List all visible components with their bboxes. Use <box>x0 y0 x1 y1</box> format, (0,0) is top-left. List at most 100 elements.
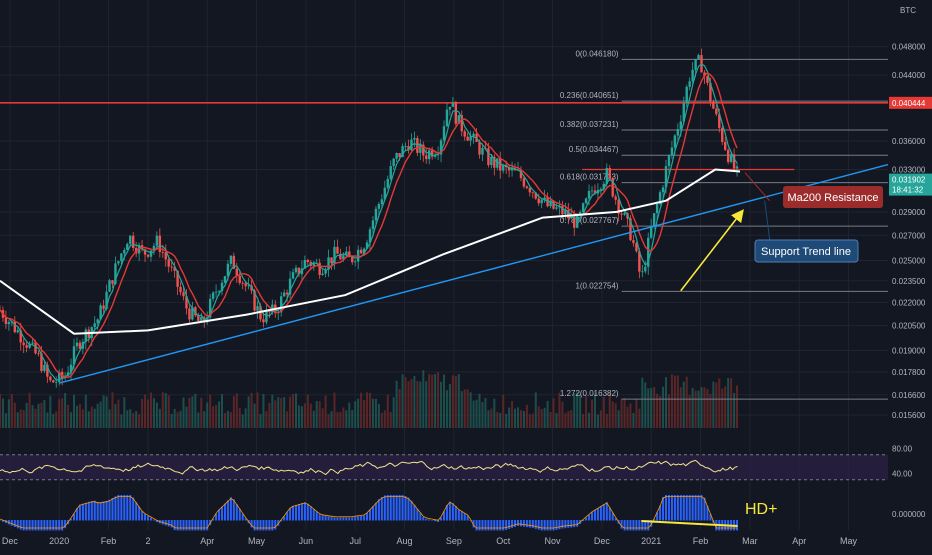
rsi-band <box>0 454 888 480</box>
macd-bar <box>635 520 638 531</box>
candle-body <box>552 200 555 209</box>
volume-bar <box>440 381 443 428</box>
volume-bar <box>549 411 552 428</box>
time-tick-label: 2020 <box>49 536 69 546</box>
macd-bar <box>84 502 87 521</box>
candle-body <box>351 257 354 263</box>
macd-bar <box>312 508 315 521</box>
macd-bar <box>528 520 531 528</box>
volume-bar <box>398 389 401 428</box>
volume-bar <box>226 411 229 428</box>
horizontal-levels[interactable] <box>0 102 888 171</box>
candle-body <box>244 283 247 287</box>
macd-bar <box>472 520 475 528</box>
candle-body <box>679 121 682 130</box>
current-price-tag[interactable] <box>889 173 932 196</box>
candle-body <box>105 291 108 309</box>
candle-body <box>419 144 422 153</box>
candle-body <box>534 192 537 199</box>
volume-bar <box>561 401 564 428</box>
volume-bar <box>339 411 342 428</box>
macd-bar <box>369 509 371 521</box>
macd-bar <box>428 519 431 521</box>
volume-bar <box>19 409 22 428</box>
macd-bar <box>292 505 295 521</box>
volume-bar <box>96 403 99 428</box>
volume-bar <box>454 375 457 428</box>
volume-bar <box>114 404 117 428</box>
volume-bar <box>665 377 667 428</box>
divergence-label: HD+ <box>745 501 777 518</box>
volume-bar <box>247 396 250 428</box>
volume-bar <box>620 398 623 428</box>
candle-body <box>688 81 691 87</box>
macd-bar <box>348 517 351 521</box>
macd-bar <box>484 520 487 531</box>
macd-bar <box>475 520 478 531</box>
time-axis[interactable]: Dec 2020 Feb 2 Apr May Jun Jul Aug Sep Oct Nov Dec 20… <box>2 536 858 546</box>
macd-bar <box>342 517 345 521</box>
macd-bar <box>324 515 327 521</box>
volume-bar <box>34 408 37 428</box>
candle-body <box>555 207 558 209</box>
candle-body <box>652 213 656 227</box>
candle-body <box>655 204 659 214</box>
volume-bar <box>158 408 161 428</box>
volume-bar <box>87 411 90 428</box>
candle-body <box>650 226 653 238</box>
volume-bar <box>46 412 49 428</box>
macd-bar <box>93 500 96 521</box>
resistance-price-tag[interactable] <box>889 96 932 109</box>
volume-bar <box>268 402 271 428</box>
volume-bar <box>84 394 87 428</box>
macd-bar <box>647 520 650 531</box>
volume-bar <box>546 400 549 428</box>
ma200-label-box[interactable] <box>783 186 883 208</box>
volume-bar <box>152 398 155 428</box>
macd-bar <box>152 519 155 521</box>
macd-bar <box>286 512 289 521</box>
volume-bar <box>129 409 132 428</box>
time-tick-label: Apr <box>792 536 806 546</box>
price-tick-label: 0.044000 <box>892 71 926 80</box>
candle-body <box>638 251 641 272</box>
annotations[interactable]: Ma200 Resistance Support Trend line <box>680 172 883 292</box>
candle-body <box>726 149 730 163</box>
resistance-price-text: 0.040444 <box>892 99 926 108</box>
volume-bar <box>635 398 638 428</box>
macd-bar <box>265 520 268 531</box>
price-tick-label: 0.022000 <box>892 298 926 307</box>
trendline[interactable] <box>59 163 889 384</box>
volume-bar <box>1 398 4 428</box>
candle-body <box>667 155 671 167</box>
volume-bar <box>736 385 739 428</box>
time-tick-label: May <box>840 536 858 546</box>
volume-bar <box>108 409 111 428</box>
volume-bar <box>522 411 525 428</box>
volume-bar <box>111 392 114 428</box>
macd-bar <box>567 520 570 528</box>
macd-bar <box>96 502 99 521</box>
support-label-box[interactable] <box>754 239 859 263</box>
support-trendline[interactable] <box>59 163 889 384</box>
price-axis[interactable]: 0.048000 0.044000 0.036000 0.033000 0.029000… <box>889 43 932 519</box>
candle-body <box>439 140 443 155</box>
macd-bar <box>250 520 253 528</box>
volume-bar <box>386 394 389 428</box>
ma200-label-text: Ma200 Resistance <box>787 192 878 204</box>
macd-bar <box>108 499 111 521</box>
volume-bar <box>265 411 268 428</box>
macd-bar <box>653 519 656 521</box>
macd-bar <box>223 503 226 521</box>
candle-body <box>280 296 283 313</box>
macd-bar <box>694 495 697 521</box>
fibonacci-retracement[interactable]: 0(0.046180) 0.236(0.040651) 0.382(0.037231… <box>560 49 888 400</box>
volume-bar <box>215 405 218 428</box>
candle-body <box>167 259 170 267</box>
volume-bar <box>126 410 129 428</box>
volume-bar <box>573 393 576 428</box>
candle-body <box>371 220 375 230</box>
macd-bar <box>135 502 138 521</box>
